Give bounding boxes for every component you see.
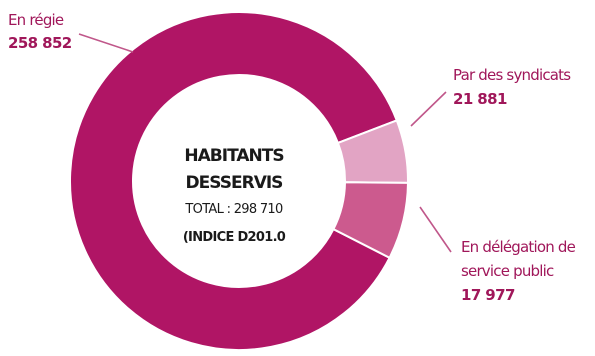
slice-label-name-line1: En délégation de	[461, 238, 576, 256]
center-total: TOTAL : 298 710	[184, 202, 283, 217]
slice-label-en-regie: En régie 258 852	[8, 11, 72, 52]
slice-label-par-des-syndicats: Par des syndicats 21 881	[453, 66, 572, 108]
leader-line-par-des-syndicats	[410, 91, 447, 127]
leader-line-en-delegation	[419, 206, 452, 253]
center-indice: (INDICE D201.0	[183, 230, 286, 245]
center-label: HABITANTS DESSERVIS TOTAL : 298 710 (IND…	[183, 146, 287, 245]
slices-group	[69, 11, 410, 351]
slice-par-des-syndicats	[332, 181, 410, 260]
slice-label-en-delegation: En délégation de service public 17 977	[461, 238, 576, 304]
center-title-line2: DESSERVIS	[186, 173, 283, 193]
slice-label-value: 17 977	[461, 286, 515, 304]
slice-label-value: 258 852	[8, 34, 72, 52]
slice-label-value: 21 881	[453, 90, 507, 108]
leader-line-en-regie	[78, 33, 134, 53]
slice-label-name: En régie	[8, 11, 64, 29]
slice-en-regie	[69, 11, 399, 351]
slice-label-name-line2: service public	[461, 262, 554, 280]
center-title-line1: HABITANTS	[184, 146, 283, 166]
leader-lines-group	[78, 33, 452, 253]
slice-label-name: Par des syndicats	[453, 66, 571, 84]
